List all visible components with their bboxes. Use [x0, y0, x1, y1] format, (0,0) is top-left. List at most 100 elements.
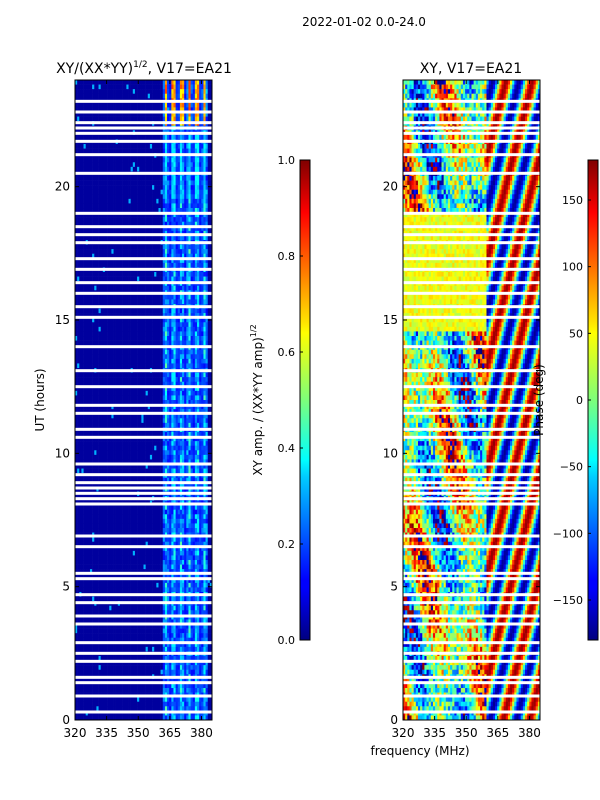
heatmap-cell	[169, 381, 172, 387]
heatmap-cell	[152, 217, 155, 223]
heatmap-cell	[156, 93, 159, 99]
heatmap-cell	[149, 144, 153, 149]
heatmap-cell	[89, 221, 93, 227]
heatmap-cell	[194, 326, 198, 332]
heatmap-cell	[141, 299, 144, 305]
heatmap-cell	[77, 221, 80, 227]
heatmap-cell	[128, 134, 131, 140]
heatmap-cell	[139, 116, 142, 122]
heatmap-cell	[175, 272, 179, 277]
heatmap-cell	[143, 221, 146, 227]
heatmap-cell	[130, 166, 134, 172]
heatmap-cell	[167, 409, 170, 415]
heatmap-cell	[179, 354, 183, 360]
heatmap-cell	[162, 166, 166, 172]
heatmap-cell	[100, 413, 104, 419]
heatmap-cell	[141, 189, 144, 195]
heatmap-cell	[182, 244, 185, 250]
heatmap-cell	[205, 331, 209, 337]
heatmap-cell	[147, 390, 151, 396]
heatmap-cell	[199, 331, 202, 337]
heatmap-cell	[194, 134, 198, 140]
heatmap-cell	[119, 308, 123, 314]
heatmap-cell	[209, 157, 213, 163]
heatmap-cell	[167, 322, 170, 328]
heatmap-cell	[160, 386, 164, 392]
heatmap-cell	[119, 89, 123, 95]
heatmap-cell	[122, 194, 125, 200]
heatmap-cell	[75, 112, 78, 117]
heatmap-cell	[139, 180, 142, 186]
heatmap-cell	[134, 285, 138, 291]
heatmap-cell	[184, 217, 187, 223]
heatmap-cell	[115, 102, 119, 108]
heatmap-cell	[130, 217, 134, 223]
heatmap-cell	[184, 107, 187, 113]
heatmap-cell	[102, 198, 106, 204]
heatmap-cell	[149, 217, 153, 223]
heatmap-cell	[94, 162, 97, 168]
heatmap-cell	[145, 336, 149, 341]
heatmap-cell	[100, 180, 104, 186]
heatmap-cell	[92, 235, 95, 241]
heatmap-cell	[192, 84, 196, 90]
heatmap-cell	[75, 226, 78, 232]
heatmap-cell	[152, 89, 155, 95]
heatmap-cell	[205, 262, 209, 268]
heatmap-cell	[158, 84, 161, 90]
heatmap-cell	[124, 395, 127, 401]
heatmap-cell	[192, 217, 196, 223]
heatmap-cell	[141, 89, 144, 95]
heatmap-cell	[182, 80, 185, 85]
heatmap-cell	[128, 112, 131, 117]
heatmap-cell	[126, 189, 129, 195]
heatmap-cell	[203, 166, 206, 172]
heatmap-cell	[152, 194, 155, 200]
heatmap-cell	[177, 331, 181, 337]
heatmap-cell	[87, 116, 91, 122]
heatmap-cell	[154, 162, 157, 168]
heatmap-cell	[128, 404, 131, 410]
heatmap-cell	[111, 89, 114, 95]
heatmap-cell	[128, 217, 131, 223]
heatmap-cell	[162, 390, 166, 396]
heatmap-cell	[122, 185, 125, 191]
heatmap-cell	[98, 349, 101, 355]
heatmap-cell	[115, 326, 119, 332]
heatmap-cell	[149, 162, 153, 168]
heatmap-cell	[92, 176, 95, 181]
heatmap-cell	[207, 80, 211, 85]
heatmap-cell	[192, 244, 196, 250]
heatmap-cell	[139, 276, 142, 282]
heatmap-cell	[194, 226, 198, 232]
heatmap-cell	[203, 294, 206, 300]
heatmap-cell	[179, 409, 183, 415]
heatmap-cell	[188, 189, 191, 195]
heatmap-cell	[160, 285, 164, 291]
heatmap-cell	[154, 276, 157, 282]
heatmap-cell	[199, 212, 202, 218]
heatmap-cell	[107, 418, 110, 424]
heatmap-cell	[109, 107, 112, 113]
heatmap-cell	[145, 258, 149, 264]
heatmap-cell	[115, 422, 119, 428]
heatmap-cell	[152, 272, 155, 277]
heatmap-cell	[203, 212, 206, 218]
heatmap-cell	[130, 404, 134, 410]
heatmap-cell	[102, 112, 106, 117]
heatmap-cell	[107, 294, 110, 300]
heatmap-cell	[85, 102, 89, 108]
heatmap-cell	[98, 198, 101, 204]
heatmap-cell	[145, 157, 149, 163]
heatmap-cell	[190, 212, 194, 218]
heatmap-cell	[119, 157, 123, 163]
heatmap-cell	[130, 308, 134, 314]
heatmap-cell	[126, 262, 129, 268]
heatmap-cell	[147, 308, 151, 314]
heatmap-cell	[111, 308, 114, 314]
heatmap-cell	[96, 84, 99, 90]
heatmap-cell	[184, 89, 187, 95]
heatmap-cell	[117, 313, 121, 319]
heatmap-cell	[147, 226, 151, 232]
heatmap-cell	[158, 404, 161, 410]
